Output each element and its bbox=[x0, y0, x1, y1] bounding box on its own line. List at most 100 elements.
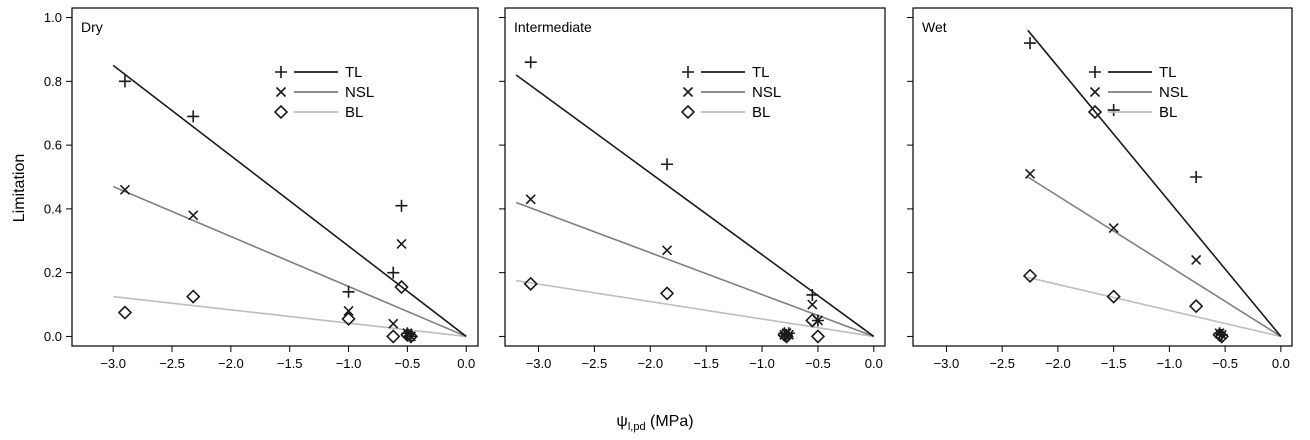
x-tick-label: −2.0 bbox=[218, 356, 244, 371]
point-nsl bbox=[119, 184, 131, 195]
fit-line-bl bbox=[516, 279, 874, 338]
point-tl bbox=[342, 285, 355, 298]
legend-label-nsl: NSL bbox=[752, 84, 781, 101]
x-tick-label: −0.5 bbox=[805, 356, 831, 371]
point-nsl bbox=[1216, 329, 1227, 340]
point-bl bbox=[1214, 329, 1229, 344]
x-tick-label: −3.0 bbox=[100, 356, 126, 371]
point-bl bbox=[1189, 299, 1204, 314]
point-bl bbox=[805, 313, 820, 328]
legend-marker-bl bbox=[1087, 104, 1103, 120]
point-tl bbox=[806, 288, 819, 301]
point-bl bbox=[341, 311, 356, 327]
y-tick-label: 0.0 bbox=[44, 329, 62, 344]
point-nsl bbox=[661, 245, 673, 256]
panel-label: Dry bbox=[81, 19, 103, 35]
x-tick-label: −3.0 bbox=[934, 356, 960, 371]
x-tick-label: −1.0 bbox=[1157, 356, 1183, 371]
point-nsl bbox=[1191, 254, 1202, 265]
fit-line-tl bbox=[112, 64, 467, 338]
legend-marker-nsl bbox=[1089, 86, 1101, 98]
x-tick-label: −1.0 bbox=[336, 356, 362, 371]
point-tl bbox=[1107, 104, 1120, 117]
y-tick-label: 0.4 bbox=[44, 201, 62, 216]
x-tick-label: −2.5 bbox=[582, 356, 608, 371]
x-tick-label: −2.5 bbox=[989, 356, 1015, 371]
point-bl bbox=[117, 305, 133, 320]
x-axis-title-symbol: ψ bbox=[616, 413, 627, 430]
plot-frame bbox=[504, 7, 886, 347]
legend-marker-nsl bbox=[682, 86, 694, 98]
x-tick-label: −3.0 bbox=[526, 356, 552, 371]
legend-marker-tl bbox=[682, 66, 694, 78]
y-tick-label: 0.6 bbox=[44, 138, 62, 153]
point-nsl bbox=[396, 238, 407, 250]
point-nsl bbox=[388, 318, 399, 329]
point-tl bbox=[118, 75, 131, 88]
x-tick-label: −1.5 bbox=[693, 356, 719, 371]
x-tick-label: −1.5 bbox=[1101, 356, 1127, 371]
point-tl bbox=[187, 110, 200, 123]
x-tick-label: −1.5 bbox=[277, 356, 303, 371]
point-tl bbox=[1190, 171, 1203, 183]
fit-line-tl bbox=[515, 74, 875, 338]
fit-line-bl bbox=[113, 295, 467, 338]
plot-frame bbox=[71, 7, 479, 347]
legend-label-nsl: NSL bbox=[1159, 84, 1188, 101]
point-bl bbox=[810, 329, 826, 344]
point-tl bbox=[661, 158, 674, 171]
panel-1: −3.0 −2.5 −2.0 −1.5 −1.0 −0.5 0.0 Intermediate T… bbox=[499, 7, 886, 371]
plot-frame bbox=[912, 7, 1293, 347]
legend-label-bl: BL bbox=[1159, 104, 1177, 121]
x-tick-label: 0.0 bbox=[457, 356, 475, 371]
fit-line-tl bbox=[1027, 29, 1282, 337]
point-tl bbox=[1024, 37, 1037, 50]
y-tick-label: 0.8 bbox=[44, 74, 62, 89]
point-bl bbox=[394, 279, 409, 295]
x-axis-title: ψl,pd (MPa) bbox=[616, 413, 693, 433]
panel-0: −3.0 −2.5 −2.0 −1.5 −1.0 −0.5 0.0 0.0 0.2 0.4 0.6 0… bbox=[44, 7, 479, 371]
point-nsl bbox=[188, 210, 199, 221]
y-tick-label: 0.2 bbox=[44, 265, 62, 280]
x-tick-label: 0.0 bbox=[1272, 356, 1290, 371]
fit-line-bl bbox=[1027, 276, 1282, 338]
point-tl bbox=[524, 56, 537, 69]
point-tl bbox=[387, 266, 400, 279]
legend-label-nsl: NSL bbox=[345, 84, 374, 101]
legend-label-tl: TL bbox=[752, 64, 770, 81]
point-nsl bbox=[1108, 222, 1119, 234]
legend-label-tl: TL bbox=[345, 64, 363, 81]
panels: −3.0 −2.5 −2.0 −1.5 −1.0 −0.5 0.0 0.0 0.2 0.4 0.6 0… bbox=[44, 7, 1293, 371]
x-tick-label: −2.0 bbox=[1045, 356, 1071, 371]
legend-marker-bl bbox=[273, 104, 289, 120]
point-nsl bbox=[1024, 168, 1036, 179]
legend-label-tl: TL bbox=[1159, 64, 1177, 81]
legend-marker-tl bbox=[275, 66, 287, 78]
point-bl bbox=[1022, 268, 1038, 283]
panel-label: Intermediate bbox=[514, 19, 592, 35]
fit-line-nsl bbox=[515, 201, 875, 338]
point-bl bbox=[403, 329, 419, 344]
point-bl bbox=[779, 329, 794, 344]
point-nsl bbox=[807, 299, 818, 310]
point-bl bbox=[186, 289, 201, 304]
point-bl bbox=[386, 329, 401, 344]
x-tick-label: −1.0 bbox=[749, 356, 775, 371]
y-tick-label: 1.0 bbox=[44, 10, 62, 25]
point-tl bbox=[395, 199, 408, 212]
x-tick-label: 0.0 bbox=[865, 356, 883, 371]
point-nsl bbox=[343, 305, 354, 316]
legend-marker-nsl bbox=[275, 86, 287, 98]
panel-label: Wet bbox=[922, 19, 947, 35]
x-tick-label: −2.5 bbox=[159, 356, 185, 371]
point-bl bbox=[659, 286, 675, 301]
fit-line-nsl bbox=[1027, 176, 1282, 338]
legend-marker-bl bbox=[680, 104, 696, 120]
panel-2: −3.0 −2.5 −2.0 −1.5 −1.0 −0.5 0.0 Wet TL NSL BL bbox=[907, 7, 1293, 371]
legend-label-bl: BL bbox=[345, 104, 363, 121]
point-bl bbox=[523, 276, 538, 291]
x-axis-title-unit: (MPa) bbox=[646, 413, 694, 430]
x-tick-label: −2.0 bbox=[637, 356, 663, 371]
legend-label-bl: BL bbox=[752, 104, 770, 121]
